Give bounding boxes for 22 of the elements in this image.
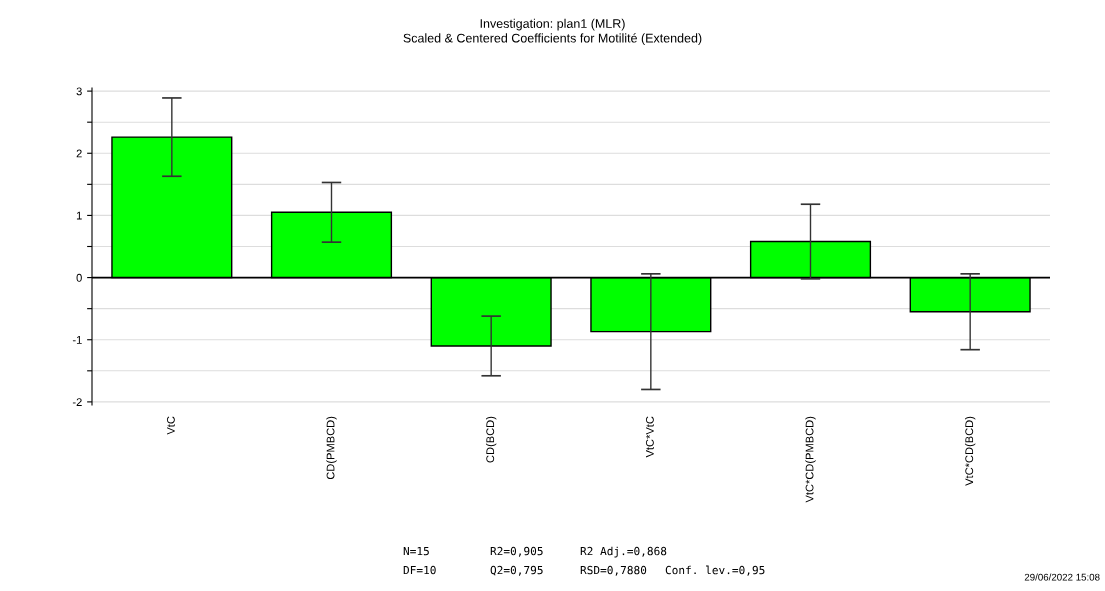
text: N=15 [403, 546, 429, 556]
text: RSD=0,7880 [580, 565, 647, 576]
y-tick-label: 0 [76, 273, 82, 282]
chart-subtitle: Scaled & Centered Coefficients for Motilité (Extended) [403, 33, 702, 45]
text: 29/06/2022 15:08 [1024, 573, 1100, 581]
x-tick-label: VtC*VtC [645, 416, 654, 458]
y-tick-label: -2 [72, 398, 82, 406]
x-tick-label: CD(PMBCD) [326, 416, 337, 480]
y-tick-label: 2 [76, 149, 82, 158]
x-tick-label: VtC*CD(PMBCD) [805, 416, 816, 503]
x-tick-label: VtC*CD(BCD) [964, 416, 976, 486]
y-tick-label: 1 [76, 211, 82, 220]
text: DF=10 [403, 565, 436, 575]
text: R2 Adj.=0,868 [580, 546, 667, 558]
x-tick-label: VtC [166, 416, 175, 435]
y-tick-label: -1 [72, 336, 82, 344]
y-tick-label: 3 [76, 87, 82, 96]
text: Conf. lev.=0,95 [665, 565, 765, 576]
text: R2=0,905 [490, 546, 543, 557]
chart-title: Investigation: plan1 (MLR) [480, 18, 625, 31]
x-tick-label: CD(BCD) [485, 416, 497, 463]
text: Q2=0,795 [490, 565, 543, 576]
